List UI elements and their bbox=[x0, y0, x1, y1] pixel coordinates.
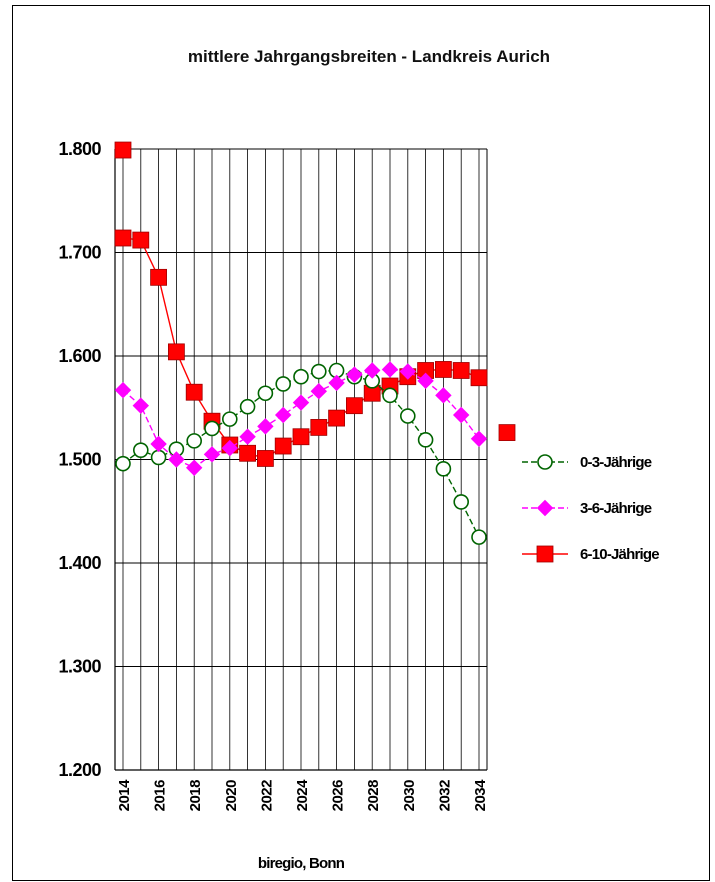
data-point bbox=[221, 439, 239, 457]
data-point bbox=[239, 444, 257, 462]
data-point bbox=[399, 408, 416, 424]
legend-marker bbox=[536, 499, 554, 517]
data-point bbox=[293, 368, 309, 385]
legend-label: 6-10-Jährige bbox=[580, 546, 659, 563]
data-point bbox=[417, 372, 434, 390]
data-point bbox=[345, 397, 363, 415]
data-point bbox=[132, 231, 150, 249]
data-point bbox=[239, 398, 256, 415]
x-tick-label: 2016 bbox=[152, 780, 169, 812]
x-tick-label: 2032 bbox=[436, 780, 453, 812]
series-2 bbox=[114, 361, 488, 476]
series-group bbox=[114, 141, 516, 545]
x-tick-label: 2018 bbox=[187, 780, 204, 812]
data-point bbox=[452, 406, 470, 424]
x-tick-label: 2020 bbox=[223, 780, 240, 812]
legend-key-marker bbox=[498, 424, 516, 441]
data-point bbox=[310, 382, 328, 400]
data-point bbox=[186, 433, 202, 449]
series-3 bbox=[114, 229, 488, 467]
x-tick-label: 2034 bbox=[472, 779, 489, 812]
data-point bbox=[114, 381, 132, 399]
data-point bbox=[417, 432, 434, 448]
legend-item: 3-6-Jährige bbox=[522, 499, 652, 517]
data-point bbox=[434, 361, 452, 378]
y-tick-label: 1.500 bbox=[58, 450, 101, 470]
data-point bbox=[274, 406, 292, 424]
data-point bbox=[257, 418, 274, 435]
data-point bbox=[435, 387, 452, 404]
x-tick-label: 2022 bbox=[258, 780, 275, 812]
data-point bbox=[453, 494, 470, 510]
data-point bbox=[328, 409, 346, 427]
data-point-extra bbox=[114, 141, 132, 159]
data-point bbox=[150, 268, 168, 286]
x-tick-label: 2026 bbox=[330, 780, 347, 812]
y-tick-label: 1.700 bbox=[58, 243, 101, 263]
legend-label: 0-3-Jährige bbox=[580, 454, 652, 471]
data-point bbox=[470, 369, 488, 387]
x-tick-label: 2014 bbox=[116, 779, 133, 812]
legend-label: 3-6-Jährige bbox=[580, 500, 652, 517]
data-point bbox=[168, 451, 185, 468]
x-axis-ticks: 2014 2016 2018 2020 2022 2024 2026 2028 2030 2032… bbox=[116, 779, 489, 812]
y-tick-label: 1.800 bbox=[58, 139, 101, 159]
legend-item: 0-3-Jährige bbox=[522, 454, 652, 471]
y-tick-label: 1.300 bbox=[58, 657, 101, 677]
data-point bbox=[292, 394, 310, 411]
data-point bbox=[470, 430, 488, 448]
y-tick-label: 1.600 bbox=[58, 346, 101, 366]
data-point bbox=[115, 455, 131, 472]
data-point bbox=[399, 363, 417, 380]
data-point bbox=[257, 385, 274, 402]
legend-marker bbox=[536, 545, 554, 563]
series-1 bbox=[115, 362, 487, 545]
data-point bbox=[452, 362, 470, 379]
data-point bbox=[150, 449, 167, 466]
chart-credit: biregio, Bonn bbox=[258, 855, 345, 872]
chart-frame bbox=[12, 5, 710, 881]
data-point bbox=[381, 361, 399, 378]
x-tick-label: 2030 bbox=[401, 780, 418, 812]
data-point bbox=[185, 459, 203, 476]
data-point bbox=[292, 428, 310, 446]
data-point bbox=[275, 376, 292, 392]
legend-marker bbox=[537, 454, 553, 470]
data-point bbox=[150, 435, 167, 453]
data-point bbox=[239, 428, 256, 445]
data-point bbox=[133, 442, 149, 458]
data-point bbox=[167, 343, 185, 361]
data-point bbox=[435, 461, 452, 477]
data-point bbox=[471, 529, 487, 545]
data-point bbox=[363, 362, 381, 379]
y-axis-ticks: 1.200 1.300 1.400 1.500 1.600 1.700 1.800 bbox=[58, 139, 102, 780]
data-point bbox=[114, 229, 132, 247]
data-point bbox=[222, 411, 238, 427]
data-point bbox=[256, 450, 274, 467]
data-point bbox=[310, 419, 328, 436]
data-point bbox=[328, 374, 345, 392]
data-point bbox=[310, 363, 327, 380]
legend-item: 6-10-Jährige bbox=[522, 545, 660, 563]
data-point bbox=[346, 366, 363, 383]
data-point bbox=[185, 383, 203, 401]
y-tick-label: 1.400 bbox=[58, 553, 101, 573]
data-point bbox=[203, 446, 221, 463]
data-point bbox=[382, 387, 398, 404]
data-point bbox=[274, 437, 292, 455]
data-point bbox=[132, 397, 150, 414]
x-tick-label: 2028 bbox=[365, 780, 382, 812]
legend: 0-3-Jährige 3-6-Jährige 6-10-Jährige bbox=[522, 454, 660, 563]
chart-title: mittlere Jahrgangsbreiten - Landkreis Au… bbox=[188, 47, 550, 66]
y-tick-label: 1.200 bbox=[58, 760, 101, 780]
x-tick-label: 2024 bbox=[294, 779, 311, 812]
data-point bbox=[204, 420, 220, 437]
